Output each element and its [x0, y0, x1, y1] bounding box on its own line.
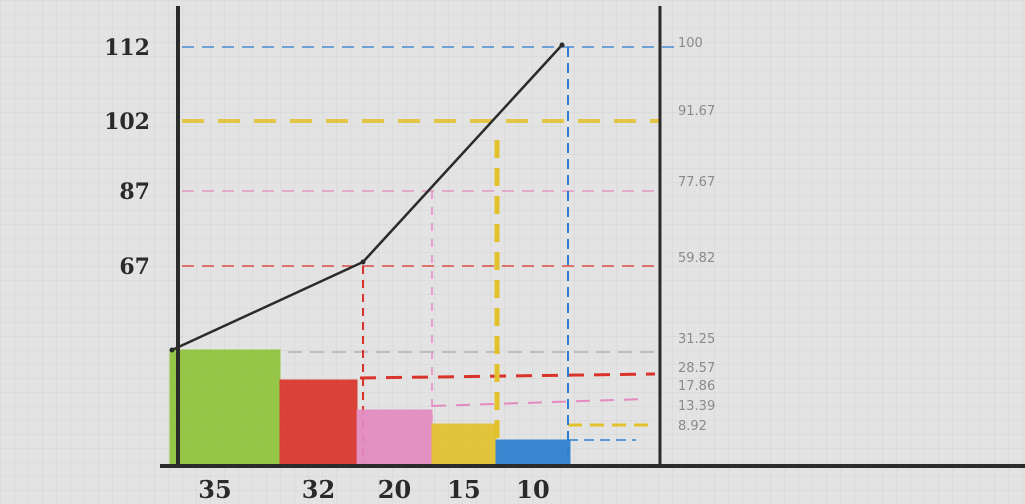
cumulative-point — [169, 347, 175, 353]
right-tick-label: 8.92 — [678, 419, 707, 434]
left-tick-label: 67 — [119, 254, 150, 280]
left-tick-label: 112 — [104, 35, 150, 61]
right-tick-label: 100 — [678, 36, 703, 51]
cumulative-line-group — [169, 42, 565, 353]
bar — [356, 409, 433, 467]
bar — [431, 423, 497, 467]
x-tick-label: 10 — [516, 475, 549, 504]
bars-group — [169, 349, 571, 467]
right-tick-label: 31.25 — [678, 332, 715, 347]
bar — [495, 439, 571, 467]
bar — [169, 349, 281, 467]
right-tick-label: 17.86 — [678, 379, 715, 394]
red-level-guide — [359, 372, 656, 380]
x-tick-label: 20 — [378, 475, 411, 504]
right-tick-label: 13.39 — [678, 399, 715, 414]
left-tick-label: 87 — [119, 179, 150, 205]
cumulative-point — [360, 259, 366, 265]
right-tick-label: 91.67 — [678, 104, 715, 119]
labels-group: 67 87 102 112 100 91.67 77.67 59.82 31.25 28.57 17… — [104, 35, 715, 504]
right-tick-label: 77.67 — [678, 175, 715, 190]
x-tick-label: 15 — [447, 475, 480, 504]
x-tick-label: 32 — [302, 475, 335, 504]
bar — [279, 379, 358, 467]
pink-level-guide — [431, 398, 646, 407]
axes-group — [160, 6, 1025, 468]
x-tick-label: 35 — [198, 475, 231, 504]
left-tick-label: 102 — [104, 109, 150, 135]
right-tick-label: 28.57 — [678, 361, 715, 376]
right-tick-label: 59.82 — [678, 251, 715, 266]
cumulative-point — [559, 42, 565, 48]
